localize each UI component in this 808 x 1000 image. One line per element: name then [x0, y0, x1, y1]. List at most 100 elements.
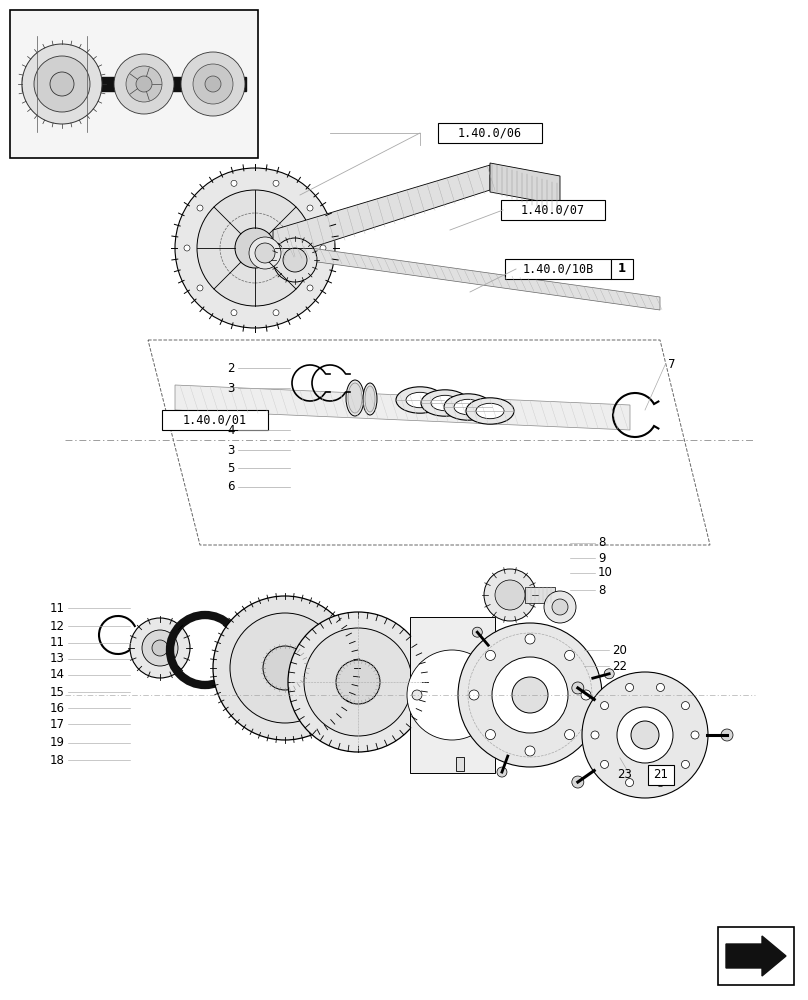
Text: 5: 5 [228, 462, 235, 475]
Circle shape [565, 650, 574, 660]
Circle shape [625, 779, 633, 787]
Text: 14: 14 [50, 668, 65, 682]
Circle shape [407, 650, 497, 740]
Circle shape [320, 245, 326, 251]
Circle shape [126, 66, 162, 102]
Circle shape [691, 731, 699, 739]
Circle shape [307, 205, 313, 211]
Circle shape [307, 285, 313, 291]
Circle shape [136, 76, 152, 92]
Circle shape [486, 650, 495, 660]
Circle shape [721, 729, 733, 741]
Circle shape [565, 730, 574, 740]
Circle shape [484, 569, 536, 621]
Circle shape [625, 683, 633, 691]
Ellipse shape [444, 394, 492, 420]
Text: 22: 22 [612, 660, 627, 672]
Text: 13: 13 [50, 652, 65, 666]
Ellipse shape [466, 398, 514, 424]
Circle shape [600, 702, 608, 710]
Circle shape [604, 669, 614, 679]
Circle shape [34, 56, 90, 112]
Bar [456, 757, 464, 771]
Circle shape [582, 672, 708, 798]
Circle shape [235, 228, 275, 268]
Circle shape [572, 776, 584, 788]
Polygon shape [175, 385, 630, 430]
Circle shape [130, 618, 190, 678]
Circle shape [197, 285, 203, 291]
Circle shape [230, 613, 340, 723]
Bar [162, 410, 268, 430]
Circle shape [22, 44, 102, 124]
Bar [718, 927, 794, 985]
Ellipse shape [454, 399, 482, 415]
Circle shape [288, 612, 428, 752]
Circle shape [336, 660, 380, 704]
Text: 1: 1 [618, 262, 626, 275]
Circle shape [50, 72, 74, 96]
Circle shape [544, 591, 576, 623]
Circle shape [475, 669, 486, 679]
Circle shape [213, 596, 357, 740]
Text: 16: 16 [50, 702, 65, 714]
Circle shape [142, 630, 178, 666]
Circle shape [525, 634, 535, 644]
Circle shape [473, 627, 482, 637]
Circle shape [656, 779, 664, 787]
Circle shape [458, 623, 602, 767]
Circle shape [181, 52, 245, 116]
Bar [525, 587, 555, 603]
Circle shape [273, 310, 279, 316]
Bar [10, 10, 258, 158]
Circle shape [231, 180, 237, 186]
Ellipse shape [431, 395, 459, 411]
Text: 2: 2 [228, 361, 235, 374]
Polygon shape [410, 617, 495, 773]
Circle shape [581, 690, 591, 700]
Bar [22, 77, 246, 91]
Text: 1.40.0/07: 1.40.0/07 [521, 204, 585, 217]
Circle shape [283, 248, 307, 272]
Text: 17: 17 [50, 718, 65, 730]
Circle shape [273, 238, 317, 282]
Text: 19: 19 [50, 736, 65, 750]
Text: 8: 8 [598, 536, 605, 550]
Text: 8: 8 [598, 584, 605, 596]
Text: 15: 15 [50, 686, 65, 698]
Text: 12: 12 [50, 619, 65, 633]
Circle shape [497, 767, 507, 777]
Bar [501, 200, 605, 220]
Circle shape [255, 243, 275, 263]
Text: 20: 20 [612, 644, 627, 656]
Circle shape [681, 702, 689, 710]
Bar [648, 765, 674, 785]
Ellipse shape [421, 390, 469, 416]
Circle shape [631, 721, 659, 749]
Text: 7: 7 [668, 359, 675, 371]
Text: 9: 9 [598, 552, 605, 564]
Bar [611, 259, 633, 279]
Bar [505, 259, 611, 279]
Circle shape [152, 640, 168, 656]
Circle shape [114, 54, 174, 114]
Circle shape [591, 731, 599, 739]
Circle shape [175, 168, 335, 328]
Bar [438, 123, 542, 143]
Circle shape [512, 677, 548, 713]
Ellipse shape [365, 386, 375, 412]
Circle shape [249, 237, 281, 269]
Text: 18: 18 [50, 754, 65, 766]
Ellipse shape [348, 383, 362, 413]
Circle shape [231, 310, 237, 316]
Circle shape [184, 245, 190, 251]
Circle shape [304, 628, 412, 736]
Polygon shape [273, 165, 490, 260]
Text: 1.40.0/01: 1.40.0/01 [183, 414, 247, 426]
Polygon shape [726, 936, 786, 976]
Circle shape [681, 760, 689, 768]
Circle shape [193, 64, 233, 104]
Text: 11: 11 [50, 601, 65, 614]
Text: 1.40.0/10B: 1.40.0/10B [523, 262, 594, 275]
Circle shape [475, 711, 486, 721]
